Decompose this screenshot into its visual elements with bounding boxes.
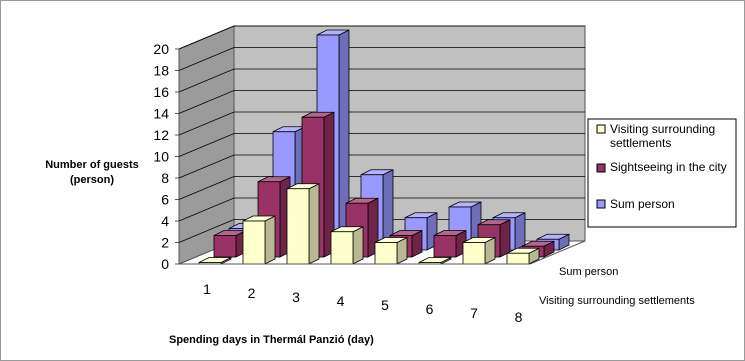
y-axis-label-line: (person) <box>70 174 114 186</box>
legend-swatch <box>596 124 606 134</box>
gridline <box>178 47 585 71</box>
legend-label: Sum person <box>610 197 675 211</box>
y-tick-label: 0 <box>161 256 169 272</box>
legend-label-line: Visiting surrounding <box>610 122 715 136</box>
legend-box <box>587 118 737 228</box>
y-tick-label: 12 <box>153 127 169 143</box>
gridline <box>178 90 585 114</box>
x-tick-label: 4 <box>337 293 345 309</box>
y-axis-label-line: Number of guests <box>45 159 139 171</box>
bar-front <box>462 242 486 265</box>
bar-4 <box>330 226 364 265</box>
gridline <box>178 133 585 157</box>
gridline <box>178 68 585 93</box>
gridline <box>178 111 585 136</box>
bar-front <box>242 220 266 265</box>
x-axis-ticks: 1 2 3 4 5 6 7 8 <box>203 281 523 325</box>
chart-legend: Visiting surrounding settlements Sightseei… <box>587 118 737 228</box>
y-tick-label: 6 <box>161 192 169 208</box>
x-axis-label: Spending days in Thermál Panzió (day) <box>169 334 374 346</box>
bar-8 <box>506 247 540 265</box>
y-tick-label: 14 <box>153 106 169 122</box>
x-tick-label: 2 <box>248 285 256 301</box>
bar-5 <box>374 236 408 265</box>
bar-front <box>433 235 457 258</box>
legend-label-line: Sum person <box>610 197 675 211</box>
legend-label-line: settlements <box>610 136 671 150</box>
x-tick-label: 8 <box>515 309 523 325</box>
x-tick-label: 5 <box>381 297 389 313</box>
gridline <box>178 154 585 179</box>
bar-front <box>330 231 354 265</box>
bar-side <box>514 212 526 251</box>
gridline <box>178 176 585 200</box>
bar-front <box>374 242 398 265</box>
bar-7 <box>462 236 496 265</box>
y-tick-label: 2 <box>161 235 169 251</box>
bar-side <box>264 215 276 265</box>
y-tick-label: 8 <box>161 170 169 186</box>
legend-swatch <box>596 163 606 173</box>
x-tick-label: 3 <box>292 289 300 305</box>
bar-front <box>286 188 310 265</box>
depth-label-sum-person: Sum person <box>559 266 618 278</box>
y-tick-label: 10 <box>153 149 169 165</box>
x-tick-label: 7 <box>470 305 478 321</box>
legend-label-line: Sightseeing in the city <box>610 160 727 174</box>
bar-1 <box>213 229 247 258</box>
bar-6 <box>418 256 452 265</box>
gridline <box>178 197 585 222</box>
y-tick-label: 4 <box>161 213 169 229</box>
depth-axis-labels: Sum person Visiting surrounding settlemen… <box>539 266 695 307</box>
y-tick-label: 20 <box>153 41 169 57</box>
chart-gridlines <box>178 25 585 243</box>
legend-label: Sightseeing in the city <box>610 160 727 174</box>
bar-front <box>506 252 530 265</box>
legend-swatch <box>596 199 606 209</box>
y-axis-ticks: 0 2 4 6 8 10 12 14 16 18 20 <box>153 41 179 272</box>
y-axis-label: Number of guests (person) <box>45 159 139 186</box>
bar-front <box>213 235 237 258</box>
chart-bars <box>198 29 570 265</box>
bar-6 <box>433 229 467 258</box>
bar-2 <box>242 215 276 265</box>
legend-label: Visiting surrounding settlements <box>610 122 715 150</box>
bar-3 <box>286 183 320 265</box>
bar-side <box>499 219 511 258</box>
bar-side <box>308 183 320 265</box>
bar-side <box>352 226 364 265</box>
x-tick-label: 1 <box>203 281 211 297</box>
gridline <box>178 25 585 50</box>
y-tick-label: 18 <box>153 63 169 79</box>
x-tick-label: 6 <box>426 301 434 317</box>
y-tick-label: 16 <box>153 84 169 100</box>
depth-label-visiting: Visiting surrounding settlements <box>539 295 695 307</box>
